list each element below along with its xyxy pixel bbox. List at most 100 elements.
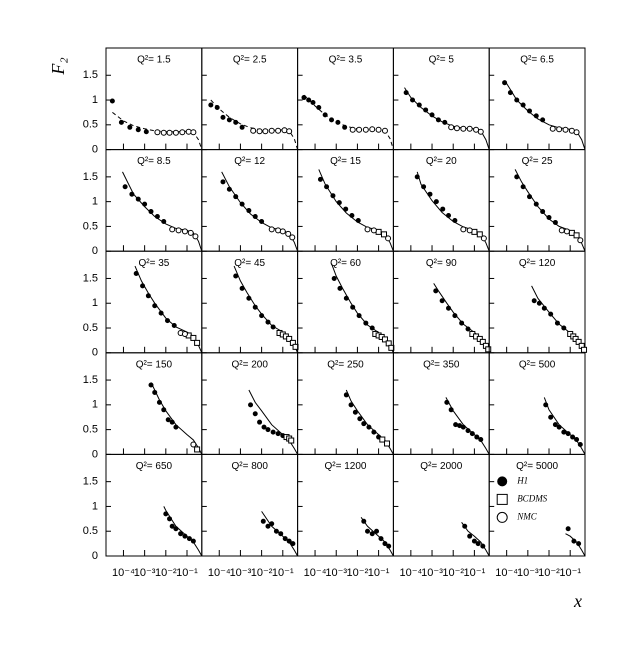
fit-curve (303, 94, 394, 150)
h1-point (414, 174, 420, 180)
h1-point (220, 114, 226, 120)
fit-curve (565, 533, 586, 557)
y-tick-label: 0.5 (83, 322, 98, 334)
h1-point (122, 184, 128, 190)
panel-title: Q²= 2.5 (233, 55, 267, 66)
nmc-point (262, 128, 269, 135)
legend-label: BCDMS (517, 493, 547, 503)
h1-point (382, 541, 388, 547)
y-tick-label: 0 (92, 347, 98, 359)
h1-point (565, 526, 571, 532)
h1-point (156, 399, 162, 405)
h1-point (355, 217, 361, 223)
h1-point (330, 193, 336, 199)
nmc-point (466, 227, 473, 234)
h1-point (186, 536, 192, 542)
legend-marker (496, 511, 508, 523)
h1-point (163, 511, 169, 517)
h1-point (410, 97, 416, 103)
h1-point (252, 411, 258, 417)
y-tick-label: 1.5 (83, 69, 98, 81)
bcdms-point (381, 336, 388, 343)
h1-point (514, 174, 520, 180)
nmc-point (460, 125, 467, 132)
fit-curve (445, 397, 490, 455)
y-tick-label: 1.5 (83, 476, 98, 488)
h1-point (448, 407, 454, 413)
bcdms-point (190, 334, 197, 341)
y-tick-label: 1 (92, 500, 98, 512)
h1-point (246, 295, 252, 301)
h1-point (444, 399, 450, 405)
h1-point (164, 318, 170, 324)
fit-curve (416, 171, 490, 252)
h1-point (129, 191, 135, 197)
h1-point (465, 428, 471, 434)
fit-curve (461, 522, 490, 557)
h1-point (265, 319, 271, 325)
h1-point (142, 201, 148, 207)
nmc-point (250, 127, 257, 134)
nmc-point (573, 129, 580, 136)
h1-point (252, 214, 258, 220)
h1-point (460, 424, 466, 430)
nmc-point (356, 126, 363, 133)
h1-point (554, 320, 560, 326)
x-tick-label: 10⁻² (251, 567, 273, 579)
panel-title: Q²= 650 (136, 461, 173, 472)
h1-point (533, 201, 539, 207)
h1-point (361, 518, 367, 524)
fit-curve (318, 169, 394, 252)
h1-point (442, 119, 448, 125)
h1-point (474, 434, 480, 440)
h1-point (452, 313, 458, 319)
h1-point (433, 288, 439, 294)
bcdms-point (194, 446, 201, 453)
panel-title: Q²= 1200 (325, 461, 367, 472)
y-tick-label: 0.5 (83, 220, 98, 232)
h1-point (171, 323, 177, 329)
h1-point (475, 541, 481, 547)
h1-point (421, 184, 427, 190)
h1-point (182, 533, 188, 539)
h1-point (310, 100, 316, 106)
h1-point (118, 119, 124, 125)
x-tick-label: 10⁻² (347, 567, 369, 579)
h1-point (548, 311, 554, 317)
y-tick-label: 1 (92, 94, 98, 106)
h1-point (571, 538, 577, 544)
panel-title: Q²= 800 (231, 461, 268, 472)
h1-point (531, 298, 537, 304)
h1-point (282, 536, 288, 542)
nmc-point (349, 126, 356, 133)
panel-title: Q²= 15 (330, 156, 361, 167)
x-axis-label: x (573, 591, 582, 611)
h1-point (577, 441, 583, 447)
h1-point (546, 214, 552, 220)
fit-curve (122, 171, 203, 252)
nmc-point (577, 237, 584, 244)
h1-point (239, 201, 245, 207)
h1-point (416, 102, 422, 108)
h1-point (331, 275, 337, 281)
bcdms-point (476, 231, 483, 238)
nmc-point (172, 129, 179, 136)
panel-title: Q²= 250 (327, 359, 364, 370)
h1-point (154, 214, 160, 220)
nmc-point (181, 228, 188, 235)
h1-point (533, 113, 539, 119)
h1-point (317, 176, 323, 182)
h1-point (145, 293, 151, 299)
nmc-point (275, 227, 282, 234)
h1-point (233, 119, 239, 125)
h1-point (378, 536, 384, 542)
h1-point (143, 129, 149, 135)
panel-title: Q²= 45 (234, 258, 265, 269)
h1-point (453, 422, 459, 428)
x-tick-label: 10⁻¹ (176, 567, 198, 579)
bcdms-point (384, 440, 391, 447)
h1-point (152, 389, 158, 395)
nmc-point (190, 441, 197, 448)
panel-title: Q²= 200 (231, 359, 268, 370)
panel-title: Q²= 500 (519, 359, 556, 370)
